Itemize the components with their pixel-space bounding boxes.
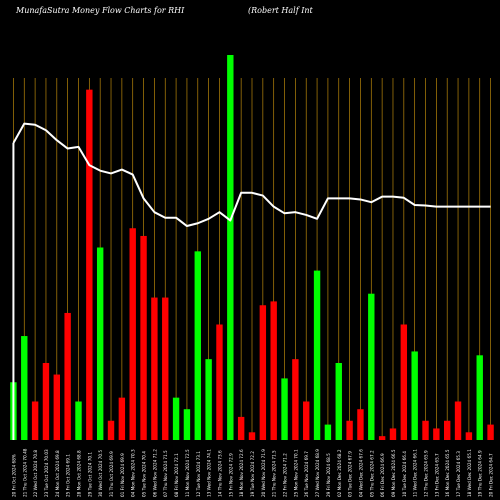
money-flow-bar: [64, 312, 71, 440]
x-axis-label: 13 Wed Nov 2024 74.1: [207, 449, 212, 497]
money-flow-bar: [270, 301, 277, 440]
x-axis-label: 19 Thu Dec 2024 64.9: [478, 450, 483, 497]
x-axis-label: 26 Tue Nov 2024 69.7: [304, 451, 309, 497]
money-flow-bar: [183, 409, 191, 440]
money-flow-bar: [422, 420, 429, 440]
x-axis-label: 12 Thu Dec 2024 65.9: [424, 450, 429, 497]
money-flow-bar: [465, 432, 473, 440]
money-flow-bar: [324, 424, 332, 440]
x-axis-label: 01 Fri Nov 2024 69.9: [120, 453, 125, 497]
money-flow-bar: [292, 359, 299, 440]
money-flow-bar: [281, 378, 288, 440]
x-axis-label: 04 Mon Nov 2024 70.3: [131, 449, 136, 497]
chart-title: MunafaSutra Money Flow Charts for RHI: [16, 6, 185, 15]
x-axis-labels: 20 Fri Oct 2024 68% 21 Thu Oct 2024 70.48…: [11, 448, 493, 497]
x-axis-label: 12 Tue Nov 2024 73.1: [196, 451, 201, 497]
money-flow-bar: [53, 374, 60, 440]
x-axis-label: 31 Thu Oct 2024 69.9: [109, 451, 114, 497]
x-axis-label: 25 Fri Oct 2024 69.1: [66, 454, 71, 497]
money-flow-bar: [194, 251, 201, 440]
price-line: [12, 122, 491, 228]
money-flow-bar: [400, 324, 408, 440]
price-line-group: [12, 122, 491, 440]
money-flow-bar: [368, 293, 375, 440]
money-flow-bar: [75, 401, 82, 440]
money-flow-bar: [476, 355, 483, 440]
money-flow-bar: [205, 359, 212, 440]
x-axis-label: 03 Tue Dec 2024 67.9: [348, 451, 353, 497]
x-axis-label: 07 Thu Nov 2024 71.5: [163, 450, 168, 497]
money-flow-bar: [303, 401, 310, 440]
x-axis-label: 11 Mon Nov 2024 72.5: [185, 449, 190, 497]
x-axis-label: 06 Wed Nov 2024 71.2: [152, 449, 157, 497]
money-flow-bar: [389, 428, 397, 440]
x-axis-label: 05 Thu Dec 2024 67.2: [369, 450, 374, 497]
x-axis-label: 29 Fri Nov 2024 68.5: [326, 453, 331, 497]
x-axis-label: 17 Tue Dec 2024 65.3: [456, 451, 461, 497]
money-flow-bar: [237, 416, 245, 440]
x-axis-label: 21 Thu Oct 2024 70.48: [22, 448, 27, 497]
money-flow-bar: [31, 401, 39, 440]
x-axis-label: 18 Wed Dec 2024 65.1: [467, 449, 472, 497]
money-flow-bar: [313, 270, 321, 440]
money-flow-bar: [378, 436, 386, 440]
money-flow-bar: [21, 336, 28, 440]
money-flow-bar: [216, 324, 223, 440]
money-flow-bar: [248, 432, 256, 440]
money-flow-bar: [433, 428, 440, 440]
x-axis-label: 23 Tue Oct 2024 70.03: [44, 449, 49, 497]
x-axis-label: 14 Thu Nov 2024 73.6: [217, 450, 222, 497]
money-flow-bar: [357, 409, 364, 440]
money-flow-bar: [140, 235, 147, 440]
x-axis-label: 22 Wed Oct 2024 70.8: [33, 450, 38, 497]
x-axis-label: 15 Fri Nov 2024 72.9: [228, 453, 233, 497]
x-axis-label: 24 Mon Oct 2024 69.8: [55, 450, 60, 497]
x-axis-label: 29 Tue Oct 2024 70.1: [87, 452, 92, 497]
money-flow-bar: [129, 228, 136, 440]
x-axis-label: 09 Mon Dec 2024 66.5: [391, 449, 396, 497]
money-flow-bar: [346, 420, 353, 440]
money-flow-bar: [487, 424, 494, 440]
money-flow-bar: [162, 297, 169, 440]
x-axis-label: 20 Wed Nov 2024 71.9: [261, 449, 266, 497]
money-flow-bar: [42, 363, 50, 440]
grid-lines: [13, 78, 491, 440]
money-flow-bar: [107, 420, 115, 440]
company-name: (Robert Half Int: [248, 6, 313, 15]
money-flow-bar: [259, 305, 267, 440]
x-axis-label: 22 Fri Nov 2024 71.2: [283, 453, 288, 497]
x-axis-label: 28 Mon Oct 2024 68.8: [76, 450, 81, 497]
x-axis-label: 13 Fri Dec 2024 65.7: [434, 453, 439, 497]
x-axis-label: 08 Fri Nov 2024 72.1: [174, 453, 179, 497]
x-axis-label: 06 Fri Dec 2024 66.9: [380, 453, 385, 497]
x-axis-label: 05 Tue Nov 2024 70.4: [142, 451, 147, 497]
money-flow-bar: [96, 247, 104, 440]
bars: [10, 55, 494, 441]
x-axis-label: 21 Thu Nov 2024 71.5: [272, 450, 277, 497]
x-axis-label: 11 Wed Dec 2024 66.1: [413, 449, 418, 497]
money-flow-bar: [86, 89, 93, 441]
x-axis-label: 19 Tue Nov 2024 72.2: [250, 451, 255, 497]
x-axis-label: 20 Fri Dec 2024 64.7: [489, 453, 494, 497]
x-axis-label: 10 Tue Dec 2024 66.4: [402, 451, 407, 497]
x-axis-label: 20 Fri Oct 2024 68%: [11, 454, 16, 497]
money-flow-bar: [444, 420, 451, 440]
x-axis-label: 30 Wed Oct 2024 70.5: [98, 450, 103, 497]
x-axis-label: 18 Mon Nov 2024 72.6: [239, 449, 244, 497]
x-axis-label: 04 Wed Dec 2024 67.6: [358, 449, 363, 497]
money-flow-bar: [411, 351, 418, 440]
x-axis-label: 25 Mon Nov 2024 70.1: [293, 449, 298, 497]
x-axis-label: 27 Wed Nov 2024 68.9: [315, 449, 320, 497]
money-flow-bar: [172, 397, 180, 440]
money-flow-bar: [151, 297, 158, 440]
money-flow-bar: [335, 363, 342, 440]
money-flow-bar: [227, 55, 234, 440]
money-flow-bar: [118, 397, 126, 440]
x-axis-label: 16 Mon Dec 2024 65.5: [445, 449, 450, 497]
x-axis-label: 02 Mon Dec 2024 68.2: [337, 449, 342, 497]
money-flow-bar: [454, 401, 462, 440]
